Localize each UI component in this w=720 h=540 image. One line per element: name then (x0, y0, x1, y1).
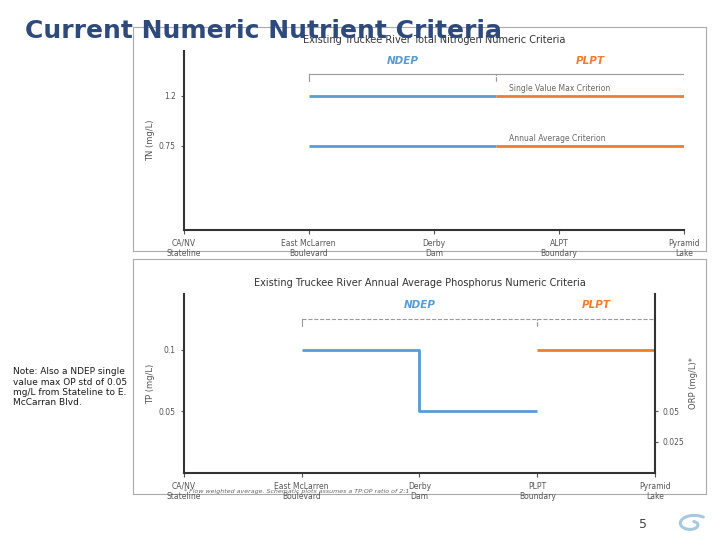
Text: 5: 5 (639, 518, 647, 531)
Text: NDEP: NDEP (387, 56, 418, 65)
Y-axis label: TP (mg/L): TP (mg/L) (145, 363, 155, 403)
Text: Current Numeric Nutrient Criteria: Current Numeric Nutrient Criteria (25, 19, 503, 43)
Text: NDEP: NDEP (403, 300, 436, 310)
Text: PLPT: PLPT (582, 300, 611, 310)
Y-axis label: TN (mg/L): TN (mg/L) (145, 120, 155, 161)
Text: Single Value Max Criterion: Single Value Max Criterion (509, 84, 610, 92)
Text: Annual Average Criterion: Annual Average Criterion (509, 133, 606, 143)
Title: Existing Truckee River Total Nitrogen Numeric Criteria: Existing Truckee River Total Nitrogen Nu… (302, 35, 565, 45)
Text: Note: Also a NDEP single
value max OP std of 0.05
mg/L from Stateline to E.
McCa: Note: Also a NDEP single value max OP st… (13, 367, 127, 407)
Text: * Flow weighted average. Schematic plots assumes a TP:OP ratio of 2:1: * Flow weighted average. Schematic plots… (184, 489, 409, 494)
Text: PLPT: PLPT (576, 56, 605, 65)
Title: Existing Truckee River Annual Average Phosphorus Numeric Criteria: Existing Truckee River Annual Average Ph… (253, 278, 585, 288)
Y-axis label: ORP (mg/L)*: ORP (mg/L)* (689, 357, 698, 409)
Circle shape (669, 511, 714, 538)
